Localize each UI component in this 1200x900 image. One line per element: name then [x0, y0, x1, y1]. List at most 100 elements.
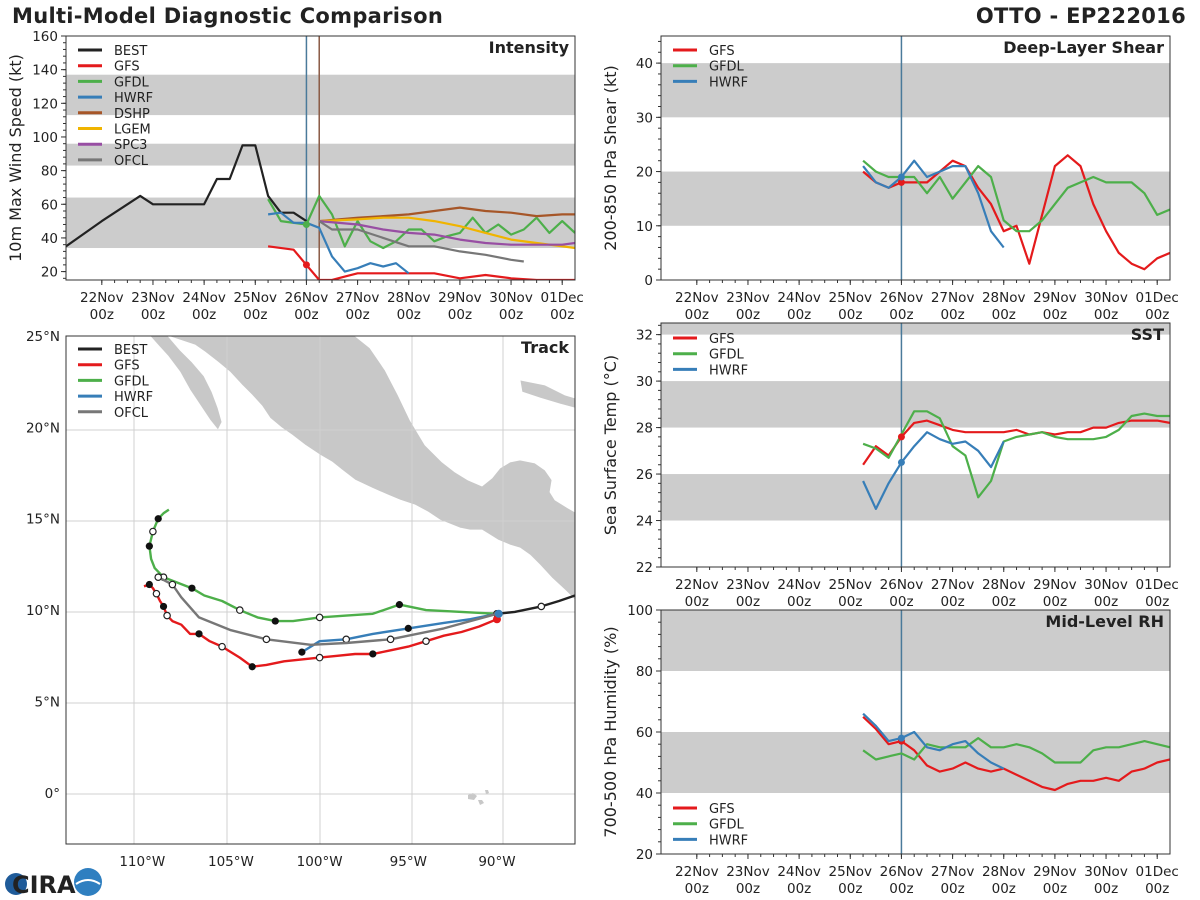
land-baja — [149, 336, 223, 431]
x-tick-day: 29Nov — [1033, 577, 1077, 593]
x-tick-day: 28Nov — [982, 577, 1026, 593]
legend-label: DSHP — [114, 107, 150, 122]
series-line-gfs — [862, 419, 1170, 466]
legend-label: HWRF — [709, 833, 748, 848]
plot-frame — [65, 35, 576, 281]
init-point-gfdl — [302, 220, 310, 228]
x-tick-hour: 00z — [838, 594, 862, 610]
x-tick-day: 30Nov — [1084, 577, 1128, 593]
track-point-open — [149, 527, 157, 536]
legend-label: GFS — [709, 332, 735, 347]
series-line-gfs — [267, 245, 575, 280]
x-tick-hour: 00z — [141, 307, 165, 323]
x-tick-hour: 00z — [448, 307, 472, 323]
legend-label: OFCL — [114, 406, 149, 421]
legend-label: GFDL — [114, 75, 150, 90]
y-tick-label: 20°N — [26, 420, 60, 436]
track-point-filled — [298, 648, 306, 656]
y-tick-label: 30 — [636, 374, 653, 390]
y-tick-label: 5°N — [35, 694, 60, 710]
track-point-open — [152, 589, 161, 598]
y-tick-label: 140 — [32, 63, 58, 79]
series-line-gfs — [862, 154, 1170, 271]
series-line-gfs — [862, 716, 1170, 792]
y-tick-label: 20 — [41, 265, 58, 281]
y-tick-label: 25°N — [26, 329, 60, 345]
x-tick-day: 26Nov — [880, 864, 924, 880]
chart-track: 110°W 105°W 100°W 95°W 90°W 0° 5°N 10°N 15°N 20°N… — [26, 329, 576, 870]
x-tick-day: 29Nov — [438, 290, 482, 306]
x-tick-hour: 00z — [992, 594, 1016, 610]
legend-label: LGEM — [114, 123, 151, 138]
x-tick-hour: 00z — [736, 881, 760, 897]
x-tick-hour: 00z — [685, 881, 709, 897]
x-tick-day: 26Nov — [285, 290, 329, 306]
y-axis-label: 10m Max Wind Speed (kt) — [6, 54, 25, 262]
track-point-filled — [159, 602, 168, 611]
series-line-hwrf — [267, 211, 410, 275]
x-tick-day: 28Nov — [387, 290, 431, 306]
x-tick-day: 23Nov — [726, 577, 770, 593]
track-point-open — [163, 611, 171, 620]
legend-label: GFDL — [709, 348, 745, 363]
x-tick-label: 105°W — [208, 854, 254, 870]
legend-label: GFDL — [709, 818, 745, 833]
track-point-open — [262, 635, 271, 644]
shaded-band — [66, 143, 575, 166]
plot-area-sst — [661, 323, 1170, 567]
y-tick-label: 80 — [636, 664, 653, 680]
init-point-gfs — [897, 433, 905, 441]
track-point-open — [168, 580, 177, 589]
x-tick-hour: 00z — [1043, 881, 1067, 897]
track-point-open — [342, 635, 351, 644]
land-mexico — [167, 336, 575, 601]
track-point-filled — [404, 624, 412, 632]
y-tick-label: 60 — [636, 725, 653, 741]
legend-label: HWRF — [709, 75, 748, 90]
x-tick-hour: 00z — [736, 594, 760, 610]
x-tick-day: 22Nov — [675, 290, 719, 306]
chart-intensity: 2040608010012014016022Nov00z23Nov00z24No… — [6, 29, 584, 323]
shaded-band — [661, 323, 1170, 335]
legend-label: BEST — [114, 343, 147, 358]
x-tick-hour: 00z — [345, 307, 369, 323]
x-tick-day: 30Nov — [489, 290, 533, 306]
x-tick-day: 22Nov — [675, 577, 719, 593]
plot-frame — [660, 35, 1171, 281]
legend-label: GFS — [709, 802, 735, 817]
track-point-open — [386, 635, 395, 644]
x-tick-hour: 00z — [889, 594, 913, 610]
series-line-gfdl — [862, 159, 1170, 233]
x-tick-day: 29Nov — [1033, 864, 1077, 880]
x-tick-day: 22Nov — [80, 290, 124, 306]
plot-frame — [65, 335, 576, 845]
init-point-hwrf — [897, 734, 905, 742]
legend-label: GFS — [114, 359, 140, 374]
land-cuba — [519, 379, 575, 409]
legend-label: GFDL — [709, 60, 745, 75]
x-tick-day: 23Nov — [726, 290, 770, 306]
track-point-open — [315, 653, 324, 662]
track-line-gfdl — [148, 508, 498, 623]
y-tick-label: 60 — [41, 197, 58, 213]
x-tick-day: 23Nov — [726, 864, 770, 880]
track-point-filled — [271, 617, 279, 625]
x-tick-day: 24Nov — [777, 864, 821, 880]
series-line-spc3 — [319, 220, 575, 246]
series-line-gfdl — [267, 194, 575, 250]
x-tick-hour: 00z — [685, 594, 709, 610]
storm-id: OTTO - EP222016 — [975, 4, 1186, 28]
shaded-band — [661, 732, 1170, 793]
x-tick-day: 27Nov — [931, 577, 975, 593]
x-tick-hour: 00z — [1145, 881, 1169, 897]
x-tick-label: 110°W — [119, 854, 165, 870]
init-point-gfs — [302, 261, 310, 269]
x-tick-hour: 00z — [90, 307, 114, 323]
x-tick-hour: 00z — [992, 881, 1016, 897]
x-tick-hour: 00z — [1043, 307, 1067, 323]
legend-label: HWRF — [114, 390, 153, 405]
y-tick-label: 20 — [636, 847, 653, 863]
